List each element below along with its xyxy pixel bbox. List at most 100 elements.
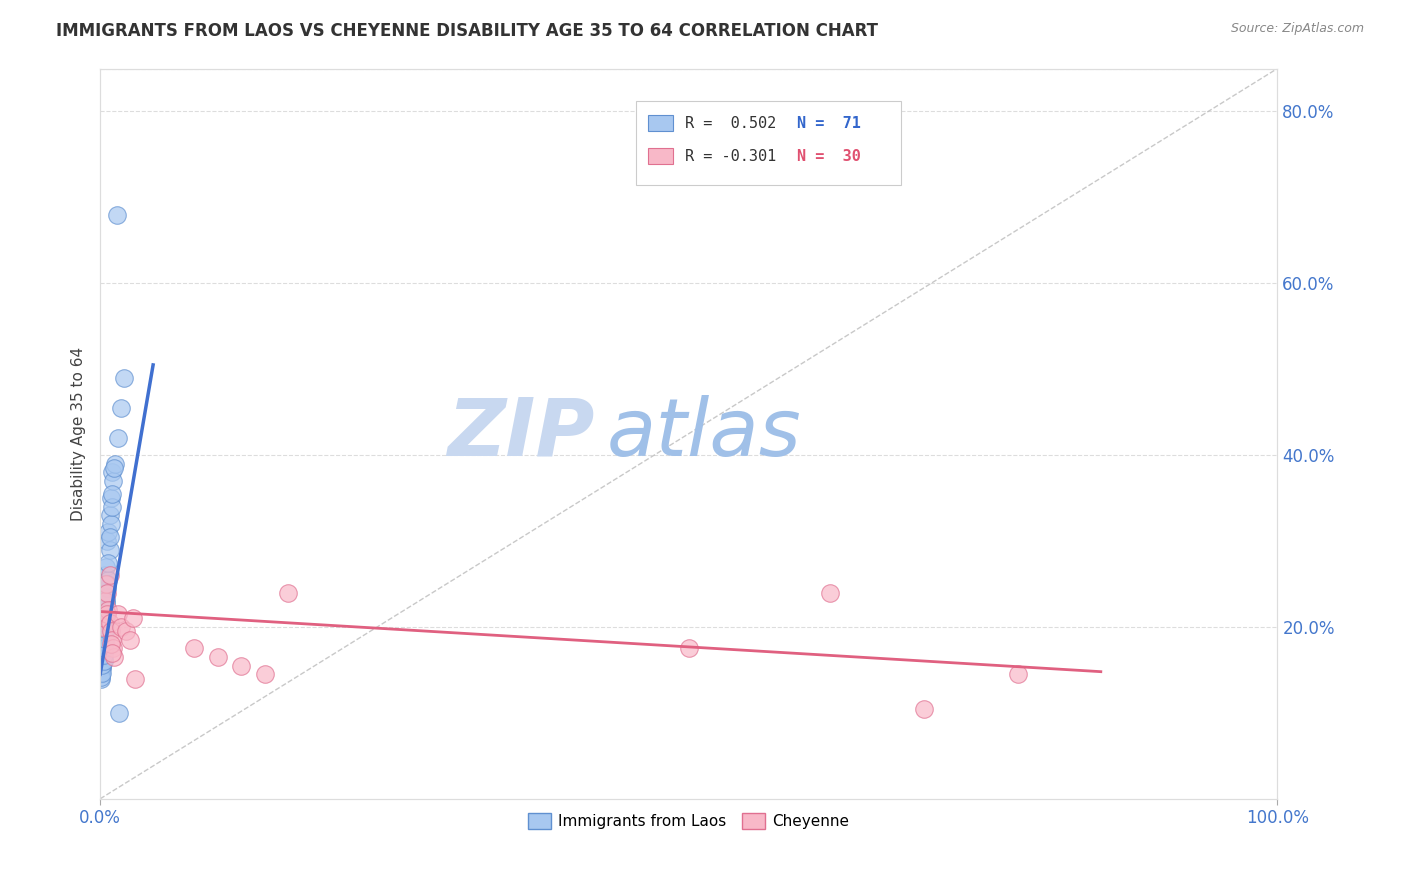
Point	[97, 603, 120, 617]
Point	[231, 658, 253, 673]
Point	[103, 650, 125, 665]
Point	[93, 620, 115, 634]
Point	[97, 525, 120, 540]
Point	[91, 646, 114, 660]
Point	[91, 635, 114, 649]
Point	[94, 577, 117, 591]
Point	[207, 650, 229, 665]
Point	[96, 607, 118, 621]
Point	[93, 652, 115, 666]
Point	[96, 582, 118, 596]
Point	[93, 639, 115, 653]
Point	[91, 657, 114, 671]
Point	[90, 670, 112, 684]
Point	[101, 641, 124, 656]
Point	[94, 603, 117, 617]
FancyBboxPatch shape	[648, 115, 673, 131]
Point	[678, 641, 700, 656]
Point	[93, 611, 115, 625]
Point	[112, 371, 135, 385]
Point	[100, 637, 122, 651]
Point	[93, 644, 115, 658]
Text: ZIP: ZIP	[447, 394, 595, 473]
Point	[100, 624, 122, 639]
Point	[98, 508, 121, 523]
Point	[90, 665, 112, 679]
Point	[91, 620, 114, 634]
Point	[183, 641, 205, 656]
Point	[101, 632, 124, 647]
Point	[98, 530, 121, 544]
Point	[97, 556, 120, 570]
Point	[94, 594, 117, 608]
Point	[94, 559, 117, 574]
Point	[94, 626, 117, 640]
Point	[94, 632, 117, 646]
Point	[94, 596, 117, 610]
Point	[93, 627, 115, 641]
Point	[93, 643, 115, 657]
Text: R = -0.301: R = -0.301	[685, 149, 776, 163]
Point	[912, 701, 935, 715]
Text: N =  71: N = 71	[797, 116, 860, 131]
Point	[107, 431, 129, 445]
Text: N =  30: N = 30	[797, 149, 860, 163]
Point	[96, 534, 118, 549]
Point	[94, 634, 117, 648]
Point	[110, 620, 132, 634]
Point	[103, 461, 125, 475]
Point	[91, 660, 114, 674]
Point	[104, 457, 127, 471]
Point	[91, 665, 114, 680]
Point	[90, 667, 112, 681]
Point	[90, 672, 112, 686]
Point	[94, 590, 117, 604]
Point	[115, 624, 138, 639]
Point	[91, 630, 114, 644]
Text: R =  0.502: R = 0.502	[685, 116, 776, 131]
Point	[93, 585, 115, 599]
Point	[100, 516, 122, 531]
Point	[101, 487, 124, 501]
Point	[91, 657, 114, 672]
Point	[94, 607, 117, 621]
Point	[90, 653, 112, 667]
Point	[118, 632, 141, 647]
Point	[94, 594, 117, 608]
Point	[90, 637, 112, 651]
Point	[91, 648, 114, 662]
Point	[97, 573, 120, 587]
Point	[90, 658, 112, 673]
Point	[124, 672, 146, 686]
Point	[94, 605, 117, 619]
FancyBboxPatch shape	[636, 102, 901, 186]
Point	[93, 641, 115, 656]
Point	[91, 656, 114, 670]
Point	[94, 615, 117, 630]
Point	[101, 466, 124, 480]
Text: IMMIGRANTS FROM LAOS VS CHEYENNE DISABILITY AGE 35 TO 64 CORRELATION CHART: IMMIGRANTS FROM LAOS VS CHEYENNE DISABIL…	[56, 22, 879, 40]
Point	[105, 208, 128, 222]
Point	[101, 646, 124, 660]
Point	[94, 611, 117, 625]
Point	[100, 491, 122, 505]
Legend: Immigrants from Laos, Cheyenne: Immigrants from Laos, Cheyenne	[522, 806, 856, 835]
FancyBboxPatch shape	[648, 148, 673, 164]
Text: Source: ZipAtlas.com: Source: ZipAtlas.com	[1230, 22, 1364, 36]
Point	[98, 568, 121, 582]
Point	[91, 649, 114, 664]
Point	[96, 577, 118, 591]
Point	[101, 500, 124, 514]
Point	[94, 568, 117, 582]
Point	[108, 706, 131, 720]
Point	[93, 624, 115, 639]
Point	[98, 542, 121, 557]
Point	[90, 654, 112, 668]
Point	[110, 401, 132, 415]
Point	[90, 663, 112, 677]
Point	[93, 654, 115, 668]
Point	[122, 611, 145, 625]
Point	[94, 622, 117, 636]
Point	[277, 585, 299, 599]
Point	[91, 650, 114, 665]
